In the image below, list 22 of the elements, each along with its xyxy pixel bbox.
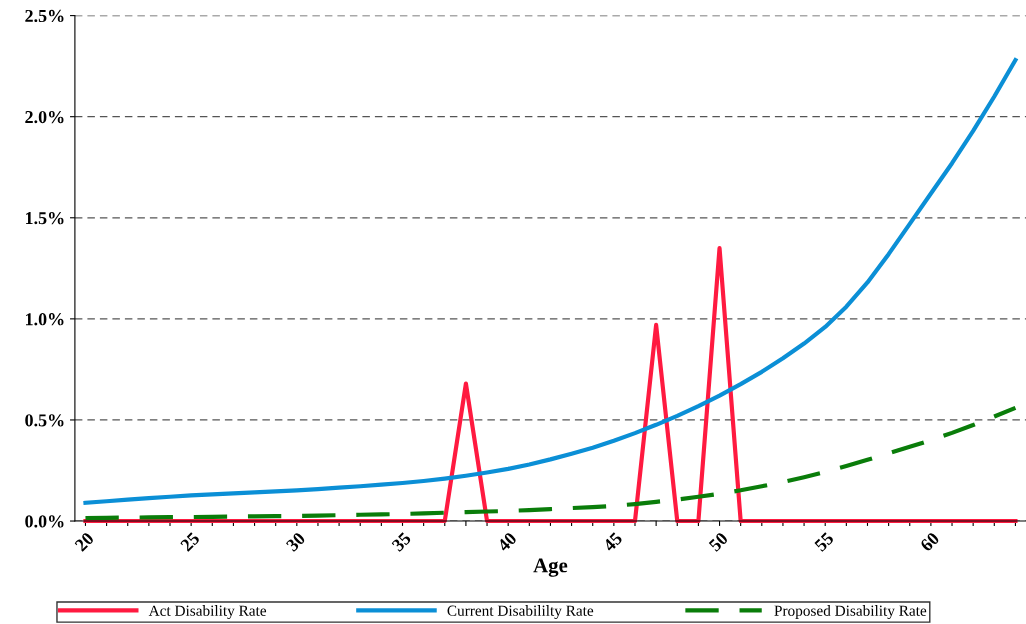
- y-tick-label: 2.0%: [25, 110, 64, 124]
- x-tick-label: 45: [602, 531, 623, 553]
- x-tick-label: 35: [391, 531, 412, 553]
- line-series: [83, 405, 1018, 521]
- y-tick-label: 1.0%: [26, 313, 64, 326]
- x-tick-label: 60: [919, 531, 940, 553]
- y-tick-label: 0.5%: [25, 414, 64, 427]
- y-tick-label: 0.0%: [25, 515, 64, 528]
- legend-label: Current Disabililty Rate: [447, 605, 594, 620]
- x-tick-label: 40: [496, 531, 518, 553]
- legend-label: Proposed Disability Rate: [774, 605, 927, 620]
- y-tick-label: 2.5%: [25, 9, 64, 23]
- x-tick-label: 25: [179, 531, 201, 552]
- legend-label: Act Disability Rate: [148, 605, 267, 620]
- y-tick-label: 1.5%: [26, 212, 64, 225]
- x-tick-label: 55: [814, 531, 835, 552]
- x-tick-label: 50: [708, 531, 729, 552]
- line-series: [83, 246, 1018, 524]
- line-series: [83, 57, 1018, 505]
- x-axis-title: Age: [533, 558, 568, 577]
- x-tick-label: 30: [285, 531, 306, 553]
- x-tick-label: 20: [74, 531, 95, 552]
